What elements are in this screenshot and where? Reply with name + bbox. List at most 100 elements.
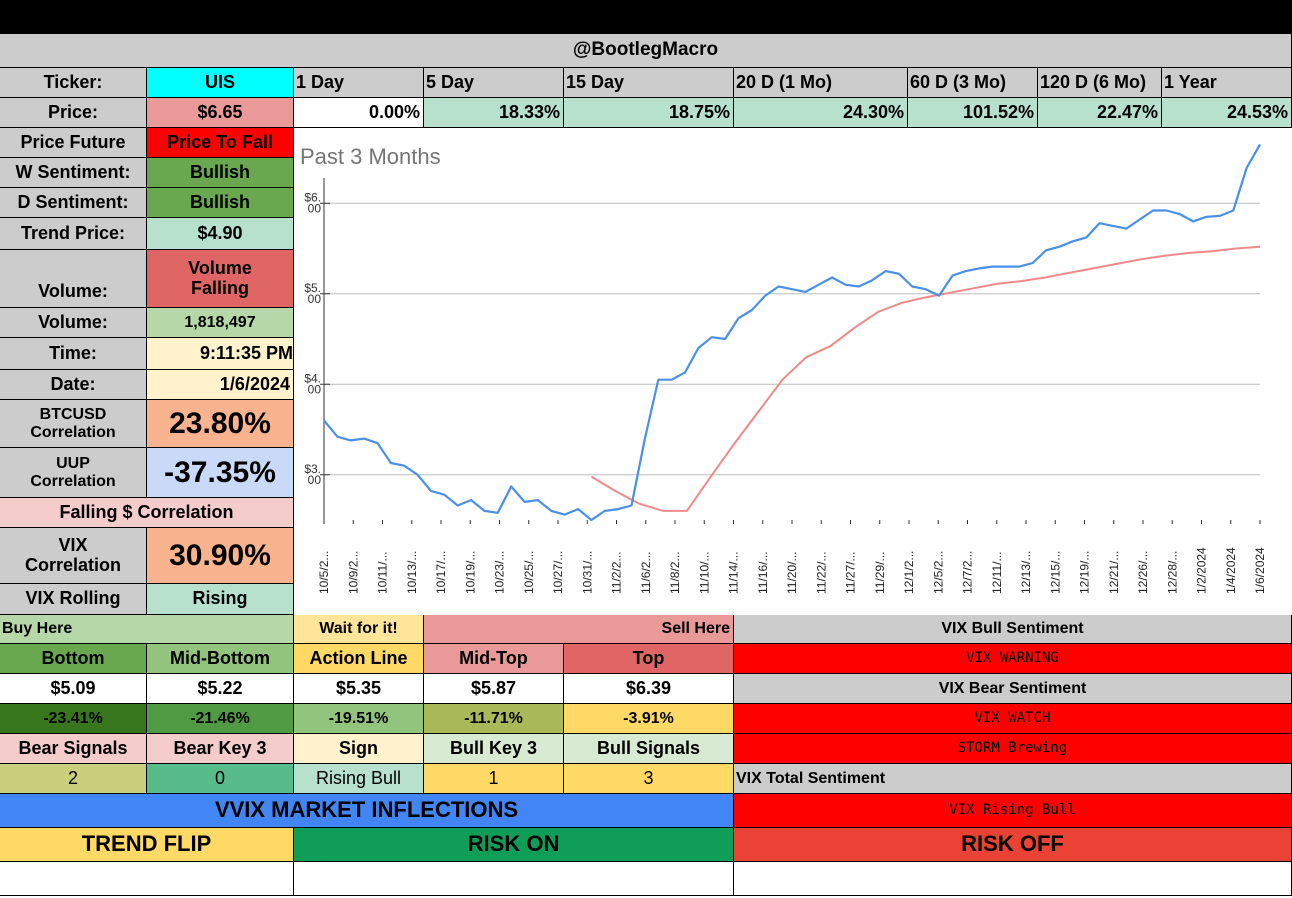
level-pct-action-line: -19.51%: [294, 704, 424, 734]
vix-bear-sentiment-label: VIX Bear Sentiment: [734, 674, 1292, 704]
signal-value-bull-signals: 3: [564, 764, 734, 794]
x-tick-label: 11/29/...: [873, 552, 887, 594]
y-tick-label: 00: [308, 201, 322, 215]
x-tick-label: 11/16/...: [756, 552, 770, 594]
risk-off: RISK OFF: [734, 828, 1292, 862]
volume-trend-line2: Falling: [191, 277, 249, 298]
y-tick-label: $4.: [304, 371, 321, 385]
vvix-inflections-title: VVIX MARKET INFLECTIONS: [0, 794, 734, 828]
x-tick-label: 12/7/2...: [961, 551, 975, 594]
volume-trend-value: Volume Falling: [147, 250, 294, 308]
signal-header-bear-key: Bear Key 3: [147, 734, 294, 764]
trend-flip: TREND FLIP: [0, 828, 294, 862]
y-tick-label: 00: [308, 382, 322, 396]
wait-label: Wait for it!: [294, 615, 424, 644]
vix-label-line2: Correlation: [24, 554, 121, 575]
price-future-value: Price To Fall: [147, 128, 294, 158]
x-tick-label: 10/9/2...: [346, 551, 360, 594]
date-label: Date:: [0, 370, 147, 400]
period-1y: 1 Year: [1162, 68, 1292, 98]
y-tick-label: $6.: [304, 190, 321, 204]
change-60d: 101.52%: [908, 98, 1038, 128]
period-120d: 120 D (6 Mo): [1038, 68, 1162, 98]
vix-correlation-label: VIX Correlation: [0, 528, 147, 584]
price-value: $6.65: [147, 98, 294, 128]
risk-on: RISK ON: [294, 828, 734, 862]
d-sentiment-value: Bullish: [147, 188, 294, 218]
signal-header-bull-signals: Bull Signals: [564, 734, 734, 764]
empty-cell-3: [734, 862, 1292, 896]
x-tick-label: 10/19/...: [463, 551, 477, 594]
price-chart-svg: Past 3 Months$3.00$4.00$5.00$6.0010/5/2.…: [300, 143, 1267, 594]
change-5d: 18.33%: [424, 98, 564, 128]
signal-value-sign: Rising Bull: [294, 764, 424, 794]
level-pct-mid-top: -11.71%: [424, 704, 564, 734]
price-line: [323, 143, 1261, 522]
x-tick-label: 11/6/2...: [639, 552, 653, 594]
signal-header-sign: Sign: [294, 734, 424, 764]
volume-label: Volume:: [0, 308, 147, 338]
w-sentiment-value: Bullish: [147, 158, 294, 188]
change-1d: 0.00%: [294, 98, 424, 128]
ticker-label: Ticker:: [0, 68, 147, 98]
x-tick-label: 11/14/...: [727, 552, 741, 594]
x-tick-label: 12/19/...: [1078, 551, 1092, 594]
level-price-mid-top: $5.87: [424, 674, 564, 704]
buy-here-label: Buy Here: [0, 615, 294, 644]
level-price-top: $6.39: [564, 674, 734, 704]
signal-value-bear-key: 0: [147, 764, 294, 794]
change-120d: 22.47%: [1038, 98, 1162, 128]
period-15d: 15 Day: [564, 68, 734, 98]
x-tick-label: 1/4/2024: [1224, 547, 1238, 594]
trend-price-value: $4.90: [147, 218, 294, 250]
period-20d: 20 D (1 Mo): [734, 68, 908, 98]
period-1d: 1 Day: [294, 68, 424, 98]
x-tick-label: 10/5/2...: [317, 551, 331, 594]
x-tick-label: 12/11/...: [990, 552, 1004, 594]
time-label: Time:: [0, 338, 147, 370]
x-tick-label: 12/1/2...: [902, 551, 916, 594]
x-tick-label: 11/20/...: [785, 552, 799, 594]
vix-rolling-label: VIX Rolling: [0, 584, 147, 615]
x-tick-label: 10/11/...: [376, 552, 390, 594]
vix-rolling-value: Rising: [147, 584, 294, 615]
x-tick-label: 1/2/2024: [1195, 547, 1209, 594]
btc-correlation-value: 23.80%: [147, 400, 294, 448]
vix-bear-sentiment-value-2: STORM Brewing: [734, 734, 1292, 764]
trend-line: [590, 245, 1261, 512]
uup-correlation-value: -37.35%: [147, 448, 294, 498]
x-tick-label: 11/10/...: [697, 552, 711, 594]
falling-dollar-correlation: Falling $ Correlation: [0, 498, 294, 528]
x-tick-label: 10/25/...: [522, 551, 536, 594]
d-sentiment-label: D Sentiment:: [0, 188, 147, 218]
change-15d: 18.75%: [564, 98, 734, 128]
volume-trend-label: Volume:: [0, 250, 147, 308]
top-black-bar: [0, 0, 1292, 34]
level-price-action-line: $5.35: [294, 674, 424, 704]
vix-correlation-value: 30.90%: [147, 528, 294, 584]
volume-value: 1,818,497: [147, 308, 294, 338]
y-tick-label: 00: [308, 292, 322, 306]
chart-title: Past 3 Months: [300, 144, 441, 169]
level-header-top: Top: [564, 644, 734, 674]
level-price-mid-bottom: $5.22: [147, 674, 294, 704]
vix-bear-sentiment-value-1: VIX WATCH: [734, 704, 1292, 734]
uup-correlation-label: UUP Correlation: [0, 448, 147, 498]
period-5d: 5 Day: [424, 68, 564, 98]
x-tick-label: 10/23/...: [493, 551, 507, 594]
price-chart: Past 3 Months $3. 00 $4. 00 $5. 00 $6. 00 10/5/2.…: [294, 128, 1292, 615]
btc-label-line1: BTCUSD: [39, 405, 107, 423]
uup-label-line2: Correlation: [30, 472, 116, 490]
header-title: @BootlegMacro: [0, 34, 1292, 68]
x-tick-label: 11/8/2...: [668, 552, 682, 594]
x-tick-label: 10/27/...: [551, 551, 565, 594]
signal-header-bull-key: Bull Key 3: [424, 734, 564, 764]
x-tick-label: 12/28/...: [1165, 551, 1179, 594]
level-header-mid-bottom: Mid-Bottom: [147, 644, 294, 674]
btc-label-line2: Correlation: [30, 423, 116, 441]
x-tick-label: 11/22/...: [814, 552, 828, 594]
signal-value-bear-signals: 2: [0, 764, 147, 794]
empty-cell-1: [0, 862, 294, 896]
price-future-label: Price Future: [0, 128, 147, 158]
sell-here-label: Sell Here: [424, 615, 734, 644]
